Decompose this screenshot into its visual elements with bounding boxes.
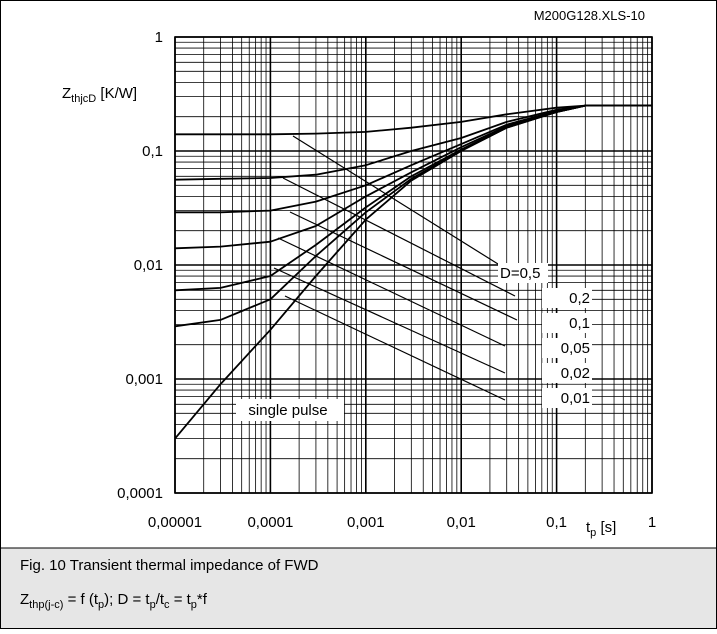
caption-title: Fig. 10 Transient thermal impedance of F…	[20, 557, 319, 574]
y-axis-label: ZthjcD [K/W]	[62, 85, 137, 105]
label-background	[542, 363, 592, 383]
x-tick-label: 1	[648, 514, 656, 531]
plot-frame	[174, 36, 653, 494]
x-tick-label: 0,00001	[148, 514, 202, 531]
source-id: M200G128.XLS-10	[534, 8, 645, 23]
label-background	[542, 388, 592, 408]
x-tick-label: 0,1	[546, 514, 567, 531]
x-tick-label: 0,001	[347, 514, 385, 531]
series-line	[174, 104, 652, 328]
caption-background	[1, 548, 716, 628]
leader-line	[273, 267, 506, 374]
series-label: 0,02	[561, 365, 590, 382]
leader-line	[284, 295, 506, 401]
y-tick-label: 0,0001	[117, 485, 163, 502]
x-axis-label: tp [s]	[586, 519, 616, 539]
label-background	[542, 313, 592, 333]
series-label: 0,01	[561, 390, 590, 407]
caption-formula: Zthp(j-c) = f (tp); D = tp/tc = tp*f	[20, 591, 208, 611]
leader-lines	[273, 135, 518, 401]
label-background	[542, 288, 592, 308]
x-tick-label: 0,0001	[247, 514, 293, 531]
y-tick-label: 0,1	[142, 143, 163, 160]
series-line	[175, 104, 652, 136]
leader-line	[292, 135, 499, 265]
leader-line	[282, 177, 516, 297]
label-background	[236, 399, 344, 421]
x-tick-label: 0,01	[447, 514, 476, 531]
series-label: 0,05	[561, 340, 590, 357]
series-label: D=0,5	[500, 265, 540, 282]
y-tick-label: 0,01	[134, 257, 163, 274]
label-background	[542, 338, 592, 358]
leader-line	[289, 211, 518, 321]
series-label: single pulse	[248, 402, 327, 419]
label-background	[498, 263, 548, 283]
series-label: 0,2	[569, 290, 590, 307]
y-tick-label: 0,001	[125, 371, 163, 388]
y-tick-label: 1	[155, 29, 163, 46]
series-label: 0,1	[569, 315, 590, 332]
